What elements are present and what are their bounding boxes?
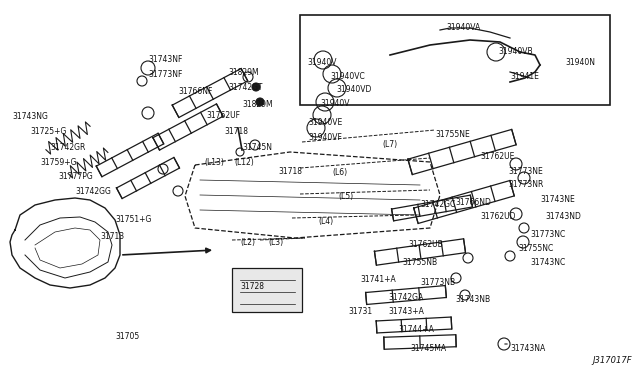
Text: (L13): (L13) <box>204 158 224 167</box>
Text: (L6): (L6) <box>332 168 347 177</box>
Text: 31940VA: 31940VA <box>446 23 480 32</box>
Text: 31940V: 31940V <box>307 58 337 67</box>
Text: 31742GR: 31742GR <box>50 143 85 152</box>
Text: 31743ND: 31743ND <box>545 212 581 221</box>
Text: 31725+G: 31725+G <box>30 127 67 136</box>
Text: (L2): (L2) <box>240 238 255 247</box>
Text: 31766NF: 31766NF <box>178 87 212 96</box>
Text: 31940VD: 31940VD <box>336 85 371 94</box>
Circle shape <box>256 98 264 106</box>
Text: (L7): (L7) <box>382 140 397 149</box>
Text: 31940VE: 31940VE <box>308 118 342 127</box>
Text: 31773NF: 31773NF <box>148 70 182 79</box>
Text: 31745MA: 31745MA <box>410 344 446 353</box>
Text: (L3): (L3) <box>268 238 283 247</box>
Text: 31762UB: 31762UB <box>408 240 443 249</box>
Text: 31745N: 31745N <box>242 143 272 152</box>
Text: 31743NF: 31743NF <box>148 55 182 64</box>
Text: 31940V: 31940V <box>320 99 349 108</box>
Text: 31762UE: 31762UE <box>480 152 515 161</box>
Text: 31766ND: 31766ND <box>455 198 491 207</box>
Circle shape <box>252 83 260 91</box>
Text: 31751+G: 31751+G <box>115 215 152 224</box>
Text: 31742GC: 31742GC <box>420 200 455 209</box>
Bar <box>232 268 302 312</box>
Text: 31762UF: 31762UF <box>206 111 240 120</box>
Text: 31713: 31713 <box>100 232 124 241</box>
Text: 31705: 31705 <box>115 332 140 341</box>
Text: 31773NE: 31773NE <box>508 167 543 176</box>
Text: 31743+A: 31743+A <box>388 307 424 316</box>
Text: 31742GG: 31742GG <box>75 187 111 196</box>
Text: (L4): (L4) <box>318 217 333 226</box>
Text: 31718: 31718 <box>278 167 302 176</box>
Text: 31741+A: 31741+A <box>360 275 396 284</box>
Text: 31940VC: 31940VC <box>330 72 365 81</box>
Text: 31742GA: 31742GA <box>388 293 423 302</box>
Text: 31755NE: 31755NE <box>435 130 470 139</box>
Text: 31743NA: 31743NA <box>510 344 545 353</box>
Text: 31940N: 31940N <box>565 58 595 67</box>
Text: 31731: 31731 <box>348 307 372 316</box>
Text: 31940VB: 31940VB <box>498 47 532 56</box>
Text: J317017F: J317017F <box>593 356 632 365</box>
Bar <box>300 15 610 105</box>
Text: (L12): (L12) <box>234 158 253 167</box>
Text: 31755NC: 31755NC <box>518 244 553 253</box>
Text: 31744+A: 31744+A <box>398 325 434 334</box>
Text: 31743NG: 31743NG <box>12 112 48 121</box>
Text: 31777PG: 31777PG <box>58 172 93 181</box>
Text: 31742GT: 31742GT <box>228 83 262 92</box>
Text: 31755NB: 31755NB <box>402 258 437 267</box>
Text: 31773NR: 31773NR <box>508 180 543 189</box>
Text: 31829M: 31829M <box>242 100 273 109</box>
Text: 31773NB: 31773NB <box>420 278 455 287</box>
Text: 31743NC: 31743NC <box>530 258 565 267</box>
Text: 31762UD: 31762UD <box>480 212 515 221</box>
Text: 31773NC: 31773NC <box>530 230 565 239</box>
Text: (L5): (L5) <box>338 192 353 201</box>
Text: 31743NB: 31743NB <box>455 295 490 304</box>
Text: 31829M: 31829M <box>228 68 259 77</box>
Text: 31718: 31718 <box>224 127 248 136</box>
Text: 31743NE: 31743NE <box>540 195 575 204</box>
Text: 31759+G: 31759+G <box>40 158 77 167</box>
Text: 31941E: 31941E <box>510 72 539 81</box>
Text: 31940VF: 31940VF <box>308 133 342 142</box>
Text: 31728: 31728 <box>240 282 264 291</box>
